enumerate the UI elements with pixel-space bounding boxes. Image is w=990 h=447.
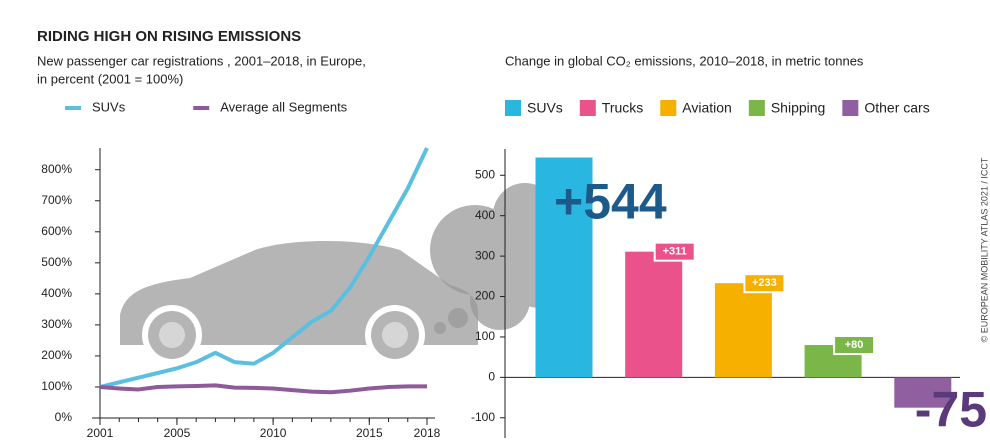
x-tick-label: 2015: [356, 426, 383, 440]
x-tick-label: 2001: [87, 426, 114, 440]
y-tick-label: 200%: [41, 348, 72, 362]
y-tick-label: -100: [471, 410, 495, 424]
y-tick-label: 0%: [55, 410, 73, 424]
value-label: +544: [554, 174, 667, 230]
legend-label: Trucks: [602, 100, 643, 116]
y-tick-label: 200: [475, 289, 495, 303]
y-tick-label: 300%: [41, 317, 72, 331]
legend-swatch: [748, 100, 765, 116]
y-tick-label: 500: [475, 167, 495, 181]
y-tick-label: 600%: [41, 224, 72, 238]
y-tick-label: 700%: [41, 193, 72, 207]
y-tick-label: 500%: [41, 255, 72, 269]
value-label-box: [833, 335, 876, 356]
value-label: +80: [845, 339, 864, 351]
bar: [714, 283, 772, 378]
y-tick-label: 400%: [41, 286, 72, 300]
y-tick-label: 400: [475, 208, 495, 222]
y-tick-label: 300: [475, 248, 495, 262]
line-series: [99, 147, 429, 389]
legend-label: SUVs: [92, 99, 126, 114]
y-tick-label: 800%: [41, 162, 72, 176]
legend-swatch: [842, 100, 859, 116]
x-tick-label: 2018: [414, 426, 441, 440]
title: RIDING HIGH ON RISING EMISSIONS: [37, 28, 301, 45]
value-label: +311: [663, 246, 687, 258]
legend-label: Aviation: [682, 100, 732, 116]
value-label-box: [743, 273, 786, 294]
car-illustration: [120, 241, 479, 365]
subtitle: Change in global CO₂ emissions, 2010–201…: [505, 53, 864, 68]
x-tick-label: 2005: [164, 426, 191, 440]
legend-swatch: [660, 100, 677, 116]
y-tick-label: 100: [475, 329, 495, 343]
value-label: -75: [915, 382, 987, 438]
y-tick-label: 100%: [41, 379, 72, 393]
bar: [535, 157, 593, 378]
legend-swatch: [505, 100, 521, 116]
value-label-box: [653, 241, 696, 262]
subtitle: New passenger car registrations , 2001–2…: [37, 53, 366, 68]
legend-label: Average all Segments: [220, 99, 347, 114]
subtitle: in percent (2001 = 100%): [37, 71, 183, 86]
legend-label: Other cars: [864, 100, 929, 116]
bar: [894, 377, 952, 408]
value-label: +233: [752, 277, 777, 289]
bar: [625, 251, 683, 378]
credit: © EUROPEAN MOBILITY ATLAS 2021 / ICCT: [979, 157, 989, 342]
line-series: [99, 383, 427, 395]
legend-label: SUVs: [527, 100, 563, 116]
x-tick-label: 2010: [260, 426, 287, 440]
legend-label: Shipping: [771, 100, 826, 116]
legend-swatch: [579, 100, 596, 116]
y-tick-label: 0: [488, 370, 495, 384]
